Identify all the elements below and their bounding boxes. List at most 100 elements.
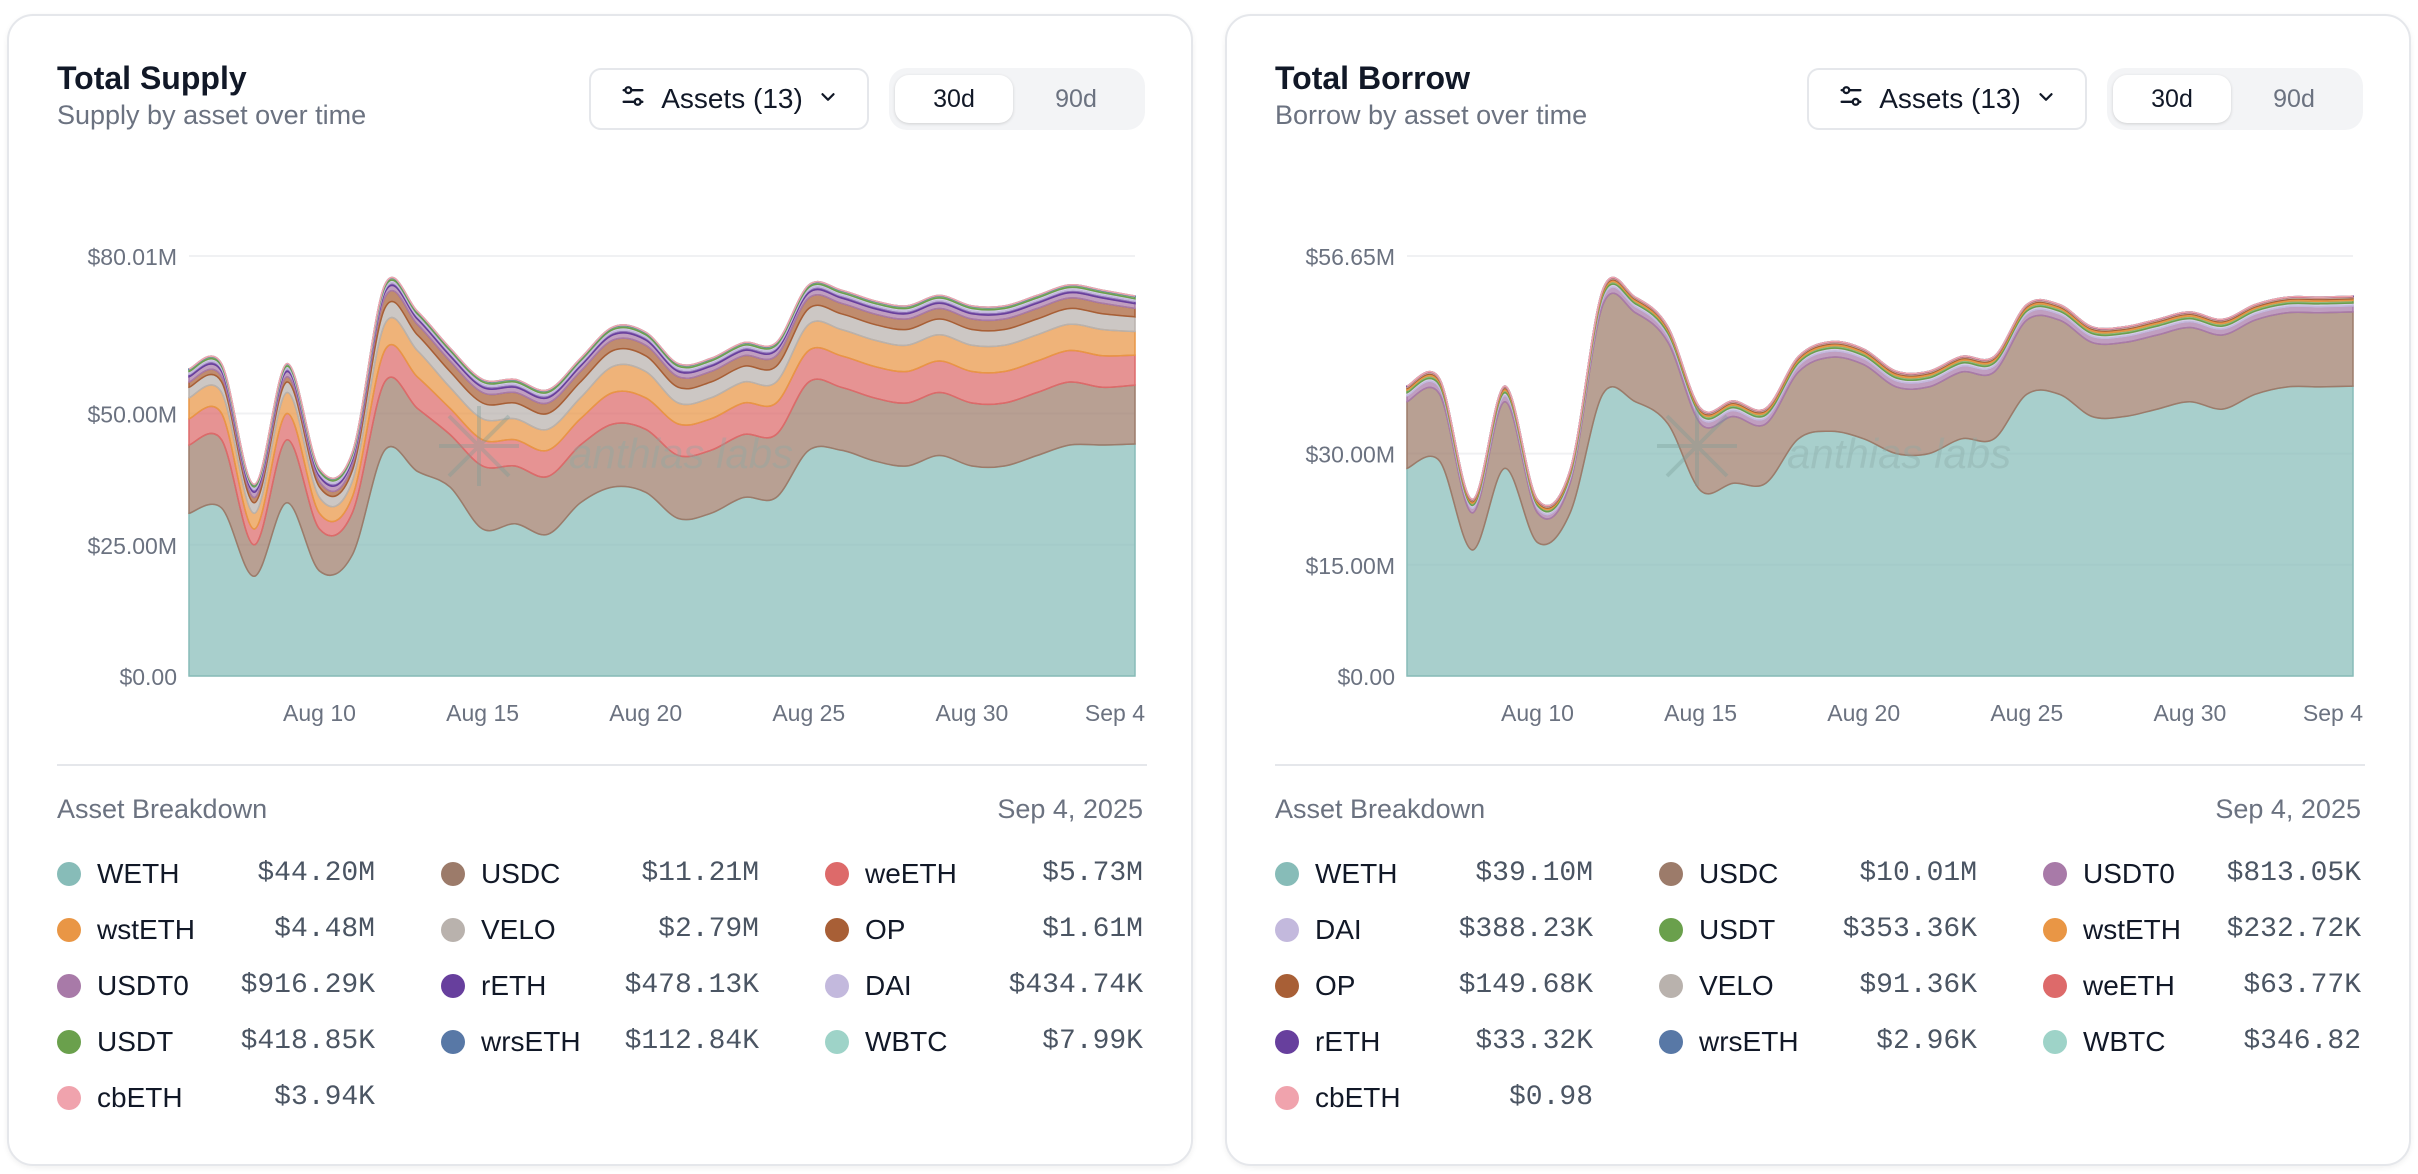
watermark-logo-icon bbox=[439, 406, 519, 486]
legend-asset-name: weETH bbox=[865, 858, 957, 889]
assets-filter-button[interactable]: Assets (13) bbox=[1807, 68, 2087, 130]
x-tick-label: Aug 15 bbox=[446, 700, 519, 726]
breakdown-title: Asset Breakdown bbox=[1275, 794, 1486, 824]
legend-asset-name: USDT bbox=[1699, 914, 1776, 945]
y-tick-label: $30.00M bbox=[1305, 442, 1395, 468]
total-borrow-card: Total Borrow Borrow by asset over time A… bbox=[1225, 14, 2411, 1166]
legend-asset-value: $353.36K bbox=[1842, 914, 1977, 945]
legend-asset-value: $916.29K bbox=[240, 970, 375, 1001]
area-series-cbeth bbox=[1406, 276, 2354, 507]
legend-asset-name: OP bbox=[1315, 970, 1356, 1001]
legend-color-dot bbox=[1275, 862, 1299, 886]
legend-asset-name: OP bbox=[865, 914, 906, 945]
legend-asset-name: cbETH bbox=[1315, 1082, 1401, 1113]
breakdown-date: Sep 4, 2025 bbox=[997, 794, 1143, 824]
legend-item: USDT $418.85K bbox=[57, 1022, 375, 1062]
legend-asset-value: $5.73M bbox=[1042, 858, 1143, 889]
legend-asset-value: $1.61M bbox=[1042, 914, 1143, 945]
range-90d-button[interactable]: 90d bbox=[2273, 84, 2315, 113]
range-toggle: 30d 90d bbox=[889, 68, 1145, 130]
legend-asset-value: $2.96K bbox=[1876, 1026, 1977, 1057]
legend-item: weETH $5.73M bbox=[825, 854, 1143, 894]
x-tick-label: Sep 4 bbox=[2303, 700, 2363, 726]
chevron-down-icon bbox=[817, 83, 839, 115]
legend-asset-value: $418.85K bbox=[240, 1026, 375, 1057]
y-tick-label: $0.00 bbox=[119, 664, 177, 690]
card-title: Total Supply bbox=[57, 60, 247, 96]
supply-area-chart: $0.00 $25.00M $50.00M $80.01M anthias labs Au… bbox=[87, 244, 1145, 726]
range-30d-button[interactable]: 30d bbox=[2113, 75, 2231, 123]
y-tick-label: $56.65M bbox=[1305, 244, 1395, 270]
legend-item: WETH $39.10M bbox=[1275, 854, 1593, 894]
watermark-logo-icon bbox=[1657, 406, 1737, 486]
legend-asset-value: $11.21M bbox=[641, 858, 759, 889]
legend-item: rETH $478.13K bbox=[441, 966, 759, 1006]
x-tick-label: Aug 10 bbox=[283, 700, 356, 726]
legend-asset-value: $232.72K bbox=[2226, 914, 2361, 945]
divider bbox=[1275, 764, 2365, 766]
x-tick-label: Sep 4 bbox=[1085, 700, 1145, 726]
legend-color-dot bbox=[2043, 974, 2067, 998]
legend-asset-name: WBTC bbox=[865, 1026, 948, 1057]
legend-asset-value: $44.20M bbox=[257, 858, 375, 889]
legend-asset-value: $91.36K bbox=[1859, 970, 1977, 1001]
divider bbox=[57, 764, 1147, 766]
legend-color-dot bbox=[1275, 1030, 1299, 1054]
legend-item: WBTC $346.82 bbox=[2043, 1022, 2361, 1062]
legend-asset-name: WETH bbox=[97, 858, 180, 889]
legend-asset-value: $813.05K bbox=[2226, 858, 2361, 889]
sliders-icon bbox=[619, 82, 647, 117]
legend-asset-name: USDC bbox=[1699, 858, 1779, 889]
legend-asset-name: WBTC bbox=[2083, 1026, 2166, 1057]
assets-filter-label: Assets (13) bbox=[661, 83, 803, 114]
legend-item: DAI $434.74K bbox=[825, 966, 1143, 1006]
x-tick-label: Aug 20 bbox=[1827, 700, 1900, 726]
legend-color-dot bbox=[57, 974, 81, 998]
watermark-text: anthias labs bbox=[569, 430, 793, 477]
card-subtitle: Supply by asset over time bbox=[57, 100, 367, 130]
legend-asset-name: USDT0 bbox=[2083, 858, 2175, 889]
legend-asset-value: $478.13K bbox=[624, 970, 759, 1001]
x-tick-label: Aug 25 bbox=[772, 700, 845, 726]
legend-asset-name: VELO bbox=[1699, 970, 1774, 1001]
legend-asset-name: wstETH bbox=[97, 914, 195, 945]
legend-color-dot bbox=[1659, 918, 1683, 942]
y-tick-label: $0.00 bbox=[1337, 664, 1395, 690]
area-series-cbeth bbox=[188, 276, 1136, 486]
assets-filter-label: Assets (13) bbox=[1879, 83, 2021, 114]
legend-asset-value: $4.48M bbox=[274, 914, 375, 945]
legend-asset-name: USDT0 bbox=[97, 970, 189, 1001]
y-tick-label: $15.00M bbox=[1305, 553, 1395, 579]
watermark: anthias labs bbox=[1657, 406, 2011, 486]
legend-item: cbETH $3.94K bbox=[57, 1078, 375, 1118]
legend-asset-name: wrsETH bbox=[481, 1026, 581, 1057]
y-tick-label: $80.01M bbox=[87, 244, 177, 270]
legend-item: cbETH $0.98 bbox=[1275, 1078, 1593, 1118]
range-30d-button[interactable]: 30d bbox=[895, 75, 1013, 123]
legend-asset-value: $434.74K bbox=[1008, 970, 1143, 1001]
legend-asset-name: USDC bbox=[481, 858, 561, 889]
legend-color-dot bbox=[1275, 918, 1299, 942]
legend-color-dot bbox=[57, 918, 81, 942]
borrow-area-chart: $0.00 $15.00M $30.00M $56.65M anthias labs Au… bbox=[1305, 244, 2363, 726]
legend-color-dot bbox=[57, 1030, 81, 1054]
legend-asset-name: weETH bbox=[2083, 970, 2175, 1001]
watermark: anthias labs bbox=[439, 406, 793, 486]
legend-item: USDC $10.01M bbox=[1659, 854, 1977, 894]
legend-asset-name: cbETH bbox=[97, 1082, 183, 1113]
x-tick-label: Aug 10 bbox=[1501, 700, 1574, 726]
legend-item: OP $149.68K bbox=[1275, 966, 1593, 1006]
legend-color-dot bbox=[57, 862, 81, 886]
legend-item: USDT0 $916.29K bbox=[57, 966, 375, 1006]
legend-color-dot bbox=[2043, 862, 2067, 886]
legend-color-dot bbox=[441, 1030, 465, 1054]
legend-item: USDT0 $813.05K bbox=[2043, 854, 2361, 894]
legend-asset-value: $112.84K bbox=[624, 1026, 759, 1057]
legend-asset-value: $346.82 bbox=[2243, 1026, 2361, 1057]
x-tick-label: Aug 15 bbox=[1664, 700, 1737, 726]
legend-asset-name: VELO bbox=[481, 914, 556, 945]
legend-asset-value: $10.01M bbox=[1859, 858, 1977, 889]
range-90d-button[interactable]: 90d bbox=[1055, 84, 1097, 113]
assets-filter-button[interactable]: Assets (13) bbox=[589, 68, 869, 130]
legend-asset-value: $2.79M bbox=[658, 914, 759, 945]
